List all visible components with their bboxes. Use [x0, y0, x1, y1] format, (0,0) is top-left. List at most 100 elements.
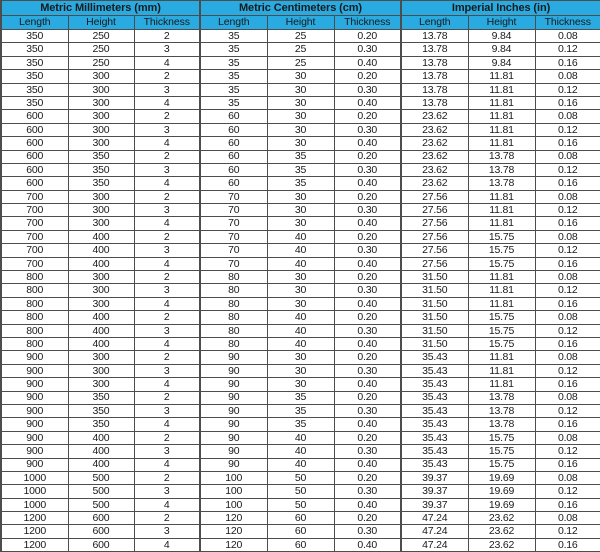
- cell-cm-length: 90: [199, 390, 268, 405]
- cell-cm-thickness: 0.40: [333, 497, 402, 513]
- cell-mm-height: 600: [67, 524, 135, 539]
- cell-cm-thickness: 0.40: [333, 256, 402, 272]
- cell-mm-thickness: 3: [133, 323, 201, 338]
- cell-cm-height: 30: [266, 136, 335, 151]
- cell-mm-thickness: 4: [133, 377, 201, 392]
- column-header-row: Length Height Thickness Length Height Th…: [0, 15, 600, 30]
- cell-cm-thickness: 0.20: [333, 511, 402, 526]
- cell-in-thickness: 0.12: [534, 162, 600, 178]
- cell-mm-thickness: 2: [133, 109, 201, 124]
- cell-mm-height: 300: [67, 350, 135, 365]
- cell-mm-length: 700: [0, 229, 69, 245]
- cell-cm-height: 30: [266, 122, 335, 138]
- cell-cm-length: 60: [199, 136, 268, 151]
- cell-mm-length: 900: [0, 363, 69, 379]
- cell-mm-height: 500: [67, 470, 135, 486]
- cell-in-height: 11.81: [467, 189, 536, 205]
- cell-cm-thickness: 0.20: [333, 350, 402, 365]
- cell-mm-height: 300: [67, 296, 135, 312]
- cell-cm-thickness: 0.30: [333, 524, 402, 539]
- cell-in-thickness: 0.08: [534, 270, 600, 285]
- cell-mm-thickness: 3: [133, 82, 201, 97]
- cell-mm-length: 900: [0, 457, 69, 472]
- table-row: 1000 500 3 100 50 0.30 39.37 19.69 0.12: [0, 484, 600, 499]
- cell-cm-length: 100: [199, 484, 268, 499]
- cell-in-height: 15.75: [467, 243, 536, 258]
- cell-cm-length: 90: [199, 444, 268, 459]
- cell-mm-thickness: 3: [133, 243, 201, 258]
- cell-in-thickness: 0.08: [534, 149, 600, 164]
- cell-cm-thickness: 0.40: [333, 336, 402, 352]
- cell-mm-length: 1200: [0, 524, 69, 539]
- table-row: 800 400 2 80 40 0.20 31.50 15.75 0.08: [0, 310, 600, 325]
- cell-in-thickness: 0.16: [534, 537, 600, 552]
- cell-in-length: 23.62: [400, 162, 469, 178]
- table-row: 350 300 3 35 30 0.30 13.78 11.81 0.12: [0, 82, 600, 97]
- cell-cm-height: 40: [266, 256, 335, 272]
- cell-mm-length: 1000: [0, 497, 69, 513]
- cell-in-length: 13.78: [400, 28, 469, 44]
- cell-mm-length: 700: [0, 243, 69, 258]
- cell-mm-height: 300: [67, 109, 135, 124]
- cell-mm-thickness: 4: [133, 136, 201, 151]
- cell-cm-length: 60: [199, 109, 268, 124]
- column-header-cm-height: Height: [266, 15, 335, 30]
- cell-mm-length: 900: [0, 403, 69, 419]
- cell-cm-thickness: 0.40: [333, 176, 402, 191]
- cell-in-length: 27.56: [400, 189, 469, 205]
- cell-in-thickness: 0.12: [534, 363, 600, 379]
- cell-in-height: 11.81: [467, 69, 536, 84]
- cell-in-length: 35.43: [400, 350, 469, 365]
- cell-in-thickness: 0.16: [534, 497, 600, 513]
- cell-cm-thickness: 0.30: [333, 203, 402, 218]
- cell-in-height: 11.81: [467, 109, 536, 124]
- cell-in-length: 39.37: [400, 470, 469, 486]
- cell-mm-thickness: 4: [133, 176, 201, 191]
- cell-mm-length: 700: [0, 203, 69, 218]
- cell-in-thickness: 0.08: [534, 390, 600, 405]
- table-row: 800 300 2 80 30 0.20 31.50 11.81 0.08: [0, 270, 600, 285]
- cell-in-length: 27.56: [400, 243, 469, 258]
- cell-mm-height: 400: [67, 256, 135, 272]
- cell-mm-length: 700: [0, 216, 69, 231]
- cell-mm-length: 1000: [0, 470, 69, 486]
- cell-mm-thickness: 2: [133, 310, 201, 325]
- cell-cm-length: 60: [199, 176, 268, 191]
- cell-mm-length: 600: [0, 122, 69, 138]
- cell-cm-thickness: 0.30: [333, 484, 402, 499]
- cell-in-thickness: 0.16: [534, 377, 600, 392]
- table-row: 800 400 4 80 40 0.40 31.50 15.75 0.16: [0, 336, 600, 352]
- group-header-metric-centimeters: Metric Centimeters (cm): [199, 0, 402, 16]
- cell-mm-thickness: 2: [133, 430, 201, 446]
- cell-in-height: 13.78: [467, 162, 536, 178]
- cell-in-height: 11.81: [467, 122, 536, 138]
- cell-cm-length: 80: [199, 336, 268, 352]
- cell-in-thickness: 0.16: [534, 136, 600, 151]
- cell-in-length: 39.37: [400, 484, 469, 499]
- cell-mm-height: 250: [67, 42, 135, 57]
- cell-cm-height: 30: [266, 270, 335, 285]
- cell-mm-thickness: 4: [133, 417, 201, 432]
- cell-mm-thickness: 3: [133, 162, 201, 178]
- cell-in-length: 31.50: [400, 283, 469, 298]
- cell-cm-thickness: 0.30: [333, 243, 402, 258]
- cell-mm-thickness: 4: [133, 95, 201, 111]
- cell-mm-thickness: 3: [133, 122, 201, 138]
- cell-mm-thickness: 3: [133, 444, 201, 459]
- table-row: 800 300 3 80 30 0.30 31.50 11.81 0.12: [0, 283, 600, 298]
- cell-in-thickness: 0.16: [534, 176, 600, 191]
- cell-cm-length: 90: [199, 403, 268, 419]
- cell-mm-height: 250: [67, 55, 135, 71]
- table-row: 800 300 4 80 30 0.40 31.50 11.81 0.16: [0, 296, 600, 312]
- cell-mm-length: 800: [0, 310, 69, 325]
- cell-cm-length: 35: [199, 82, 268, 97]
- cell-in-height: 19.69: [467, 470, 536, 486]
- column-header-in-length: Length: [400, 15, 469, 30]
- cell-in-height: 15.75: [467, 457, 536, 472]
- cell-cm-height: 60: [266, 511, 335, 526]
- cell-cm-length: 80: [199, 310, 268, 325]
- cell-mm-height: 300: [67, 216, 135, 231]
- cell-cm-thickness: 0.40: [333, 296, 402, 312]
- cell-mm-height: 300: [67, 82, 135, 97]
- cell-mm-length: 800: [0, 296, 69, 312]
